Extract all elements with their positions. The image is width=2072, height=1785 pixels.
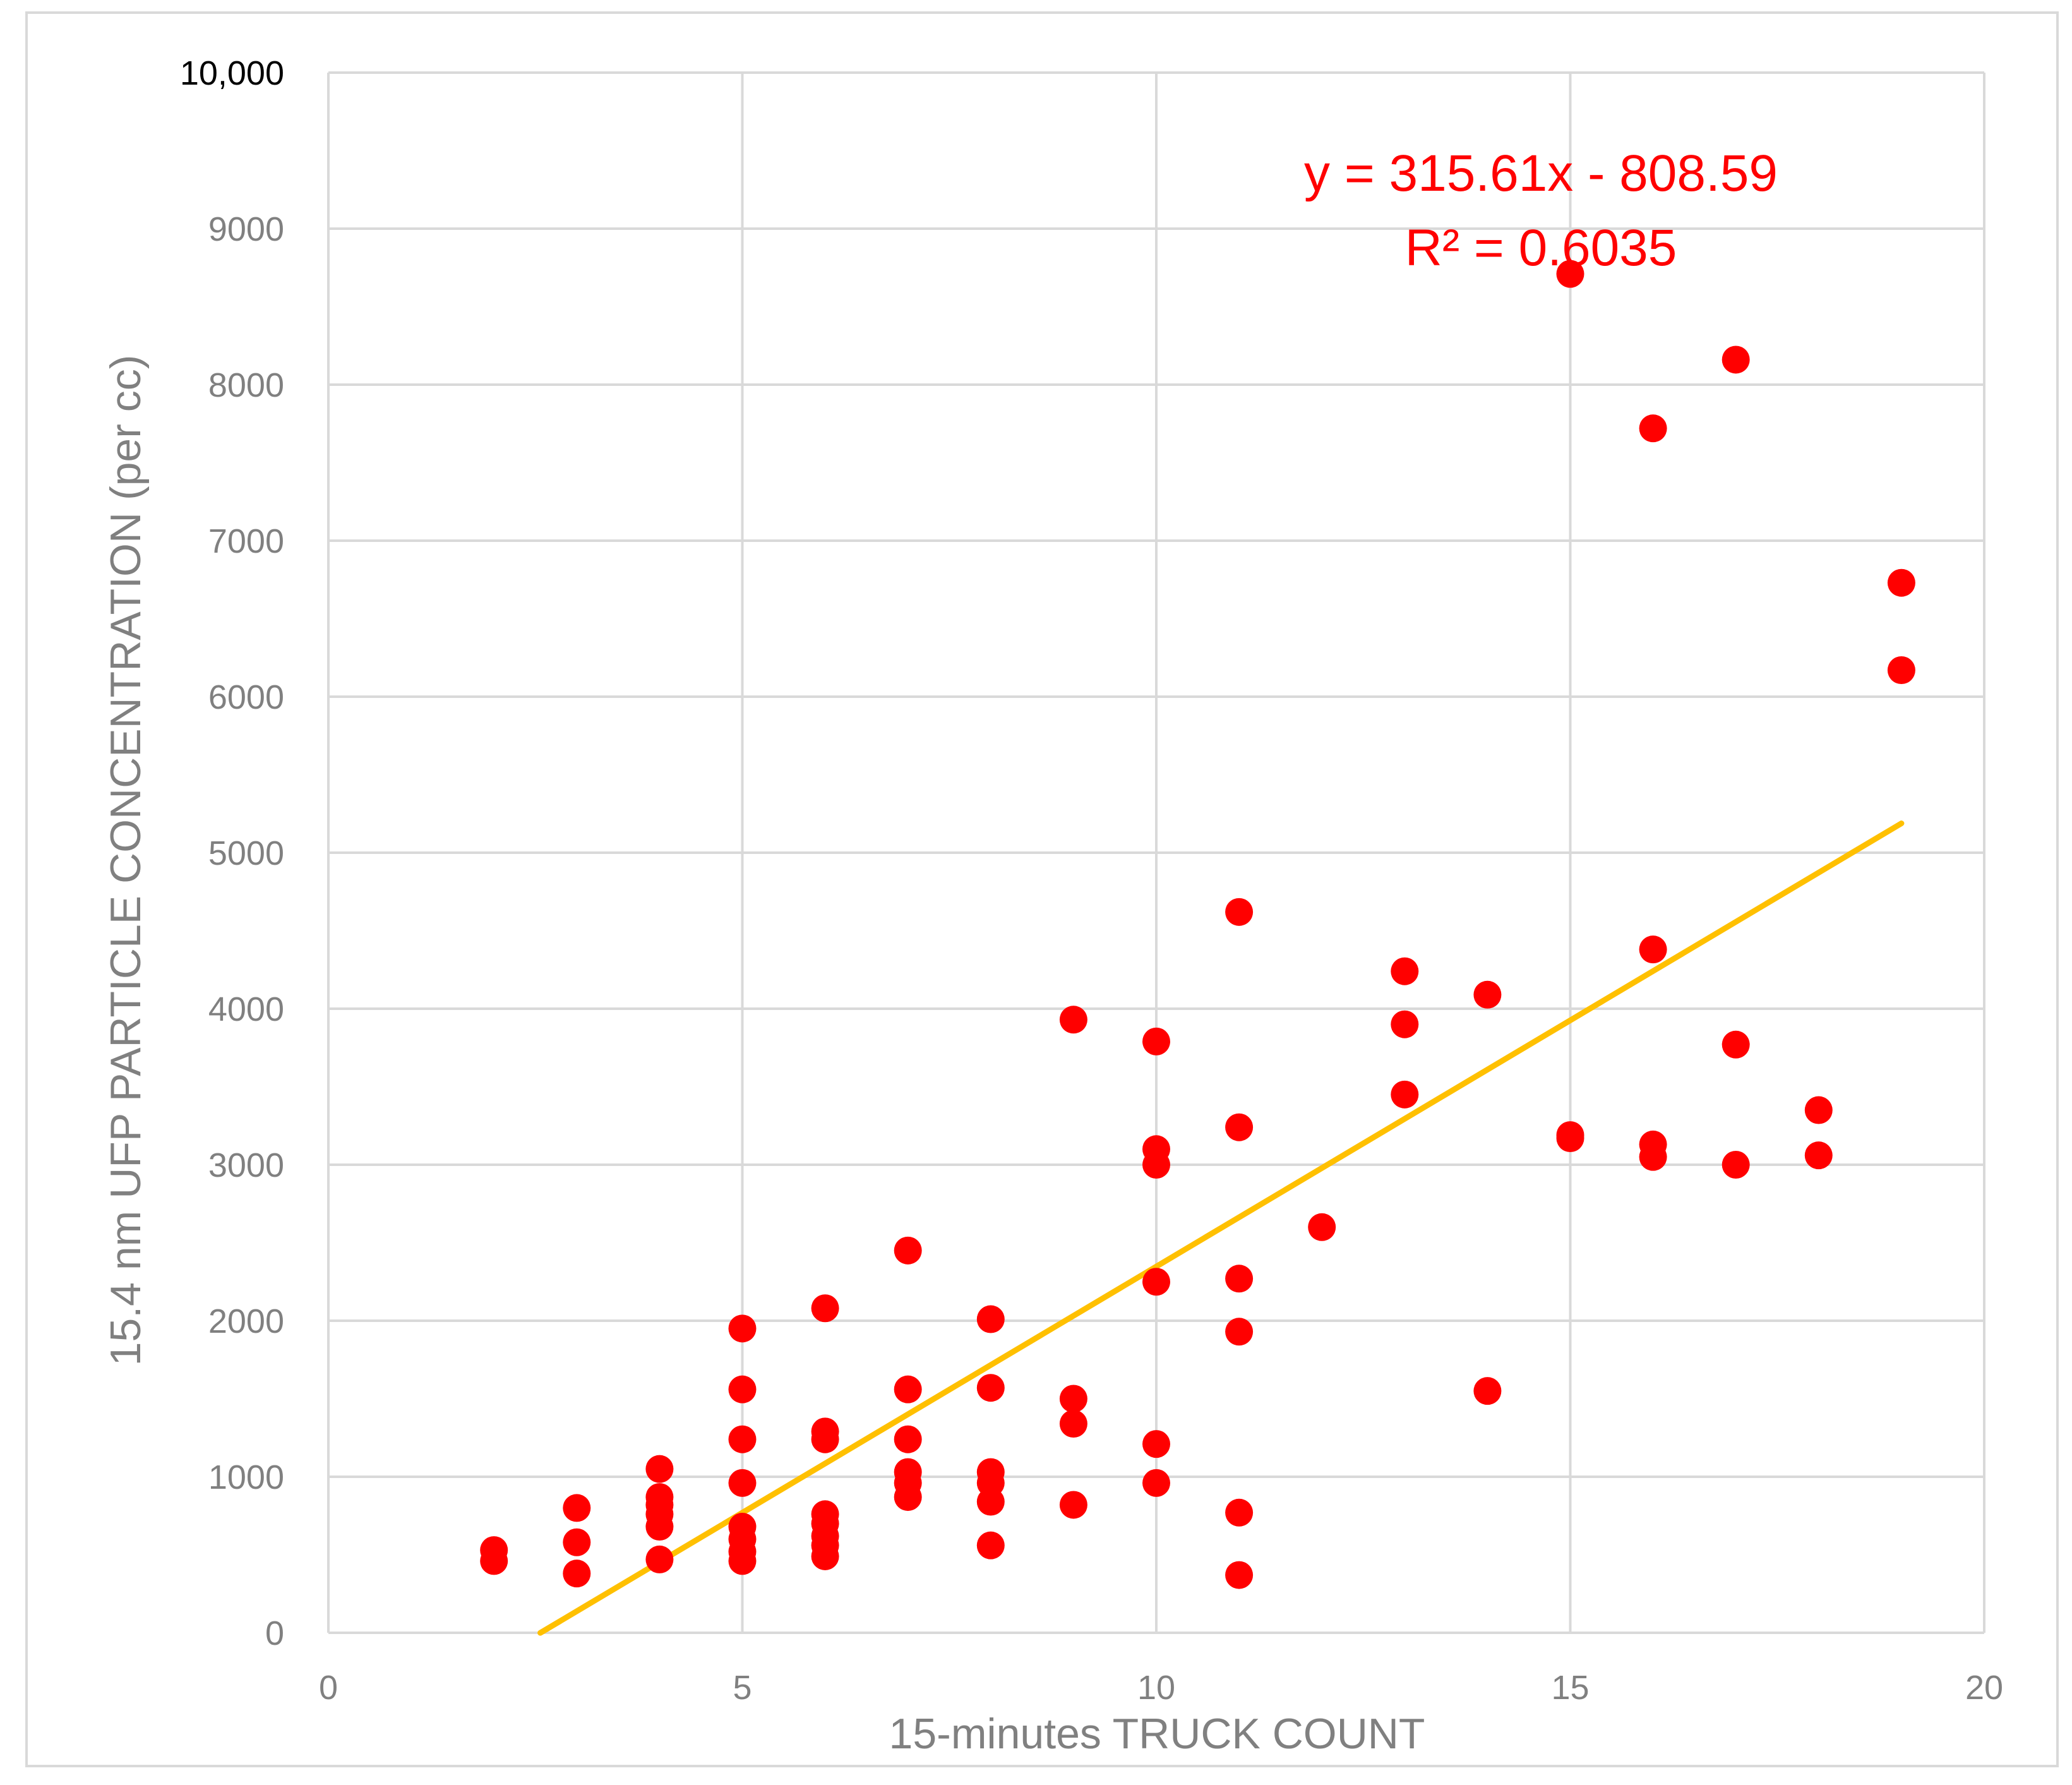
trendline-equation: y = 315.61x - 808.59 xyxy=(1304,145,1778,202)
data-point xyxy=(811,1425,839,1453)
chart-frame xyxy=(25,11,2059,1767)
data-point xyxy=(1308,1213,1336,1241)
data-point xyxy=(1059,1385,1087,1413)
data-point xyxy=(728,1314,757,1343)
data-point xyxy=(1142,1151,1170,1179)
x-tick-label: 5 xyxy=(733,1669,752,1707)
data-point xyxy=(811,1542,839,1570)
y-tick-label: 5000 xyxy=(208,834,284,872)
data-point xyxy=(1722,346,1750,374)
x-tick-label: 10 xyxy=(1137,1669,1175,1707)
data-point xyxy=(1722,1030,1750,1059)
data-point xyxy=(728,1469,757,1497)
data-point xyxy=(1887,656,1915,685)
data-point xyxy=(1225,1498,1254,1527)
data-point xyxy=(563,1528,591,1556)
data-point xyxy=(1722,1151,1750,1179)
x-tick-label: 15 xyxy=(1551,1669,1589,1707)
data-point xyxy=(480,1547,508,1575)
data-point xyxy=(1639,1143,1667,1171)
data-point xyxy=(1473,1377,1502,1405)
data-point xyxy=(1556,1124,1584,1153)
y-tick-label: 6000 xyxy=(208,678,284,716)
data-point xyxy=(1142,1268,1170,1296)
data-point xyxy=(728,1425,757,1453)
x-axis-ticks: 0 5 10 15 20 xyxy=(319,1669,2003,1707)
data-point xyxy=(645,1513,674,1541)
data-point xyxy=(1556,260,1584,288)
data-point xyxy=(1391,957,1419,985)
data-point xyxy=(1887,568,1915,597)
data-point xyxy=(1142,1430,1170,1458)
data-point xyxy=(563,1494,591,1522)
y-tick-label: 0 xyxy=(265,1614,284,1652)
r-squared-label: R² = 0.6035 xyxy=(1405,219,1677,277)
data-point xyxy=(1225,1318,1254,1346)
data-point xyxy=(976,1488,1005,1516)
data-point xyxy=(1639,935,1667,964)
data-point xyxy=(1059,1491,1087,1519)
y-tick-label: 1000 xyxy=(208,1458,284,1496)
y-tick-label: 4000 xyxy=(208,990,284,1028)
data-point xyxy=(1225,1265,1254,1293)
x-axis-title: 15-minutes TRUCK COUNT xyxy=(889,1710,1425,1758)
data-point xyxy=(1391,1080,1419,1109)
x-tick-label: 0 xyxy=(319,1669,338,1707)
data-point xyxy=(976,1374,1005,1402)
data-point xyxy=(1804,1141,1833,1170)
data-point xyxy=(811,1294,839,1323)
data-point xyxy=(1142,1469,1170,1497)
data-point xyxy=(728,1375,757,1403)
data-point xyxy=(563,1560,591,1588)
data-point xyxy=(1804,1096,1833,1124)
data-point xyxy=(1225,1113,1254,1141)
data-point xyxy=(976,1531,1005,1560)
grid-lines xyxy=(327,71,1985,1634)
data-point xyxy=(976,1305,1005,1333)
data-point xyxy=(894,1236,922,1265)
data-point xyxy=(894,1425,922,1453)
y-tick-label: 2000 xyxy=(208,1302,284,1340)
data-point xyxy=(1391,1010,1419,1038)
y-tick-label: 3000 xyxy=(208,1146,284,1184)
data-point xyxy=(1142,1027,1170,1055)
y-tick-label: 8000 xyxy=(208,366,284,404)
data-point xyxy=(645,1455,674,1483)
data-point xyxy=(728,1547,757,1575)
data-point xyxy=(1059,1006,1087,1034)
data-point xyxy=(1639,414,1667,443)
data-point xyxy=(1225,1561,1254,1589)
data-point xyxy=(1225,898,1254,926)
data-point xyxy=(645,1545,674,1573)
trendline xyxy=(537,820,1905,1636)
data-point xyxy=(1473,980,1502,1009)
x-tick-label: 20 xyxy=(1965,1669,2003,1707)
data-points xyxy=(480,260,1915,1589)
y-tick-label: 10,000 xyxy=(180,54,284,92)
data-point xyxy=(1059,1410,1087,1438)
y-tick-label: 7000 xyxy=(208,522,284,560)
data-point xyxy=(894,1483,922,1512)
y-axis-ticks: 0 1000 2000 3000 4000 5000 6000 7000 8000 9000 10,… xyxy=(180,54,284,1652)
data-point xyxy=(894,1375,922,1403)
y-tick-label: 9000 xyxy=(208,210,284,248)
y-axis-title: 15.4 nm UFP PARTICLE CONCENTRATION (per … xyxy=(102,355,150,1366)
